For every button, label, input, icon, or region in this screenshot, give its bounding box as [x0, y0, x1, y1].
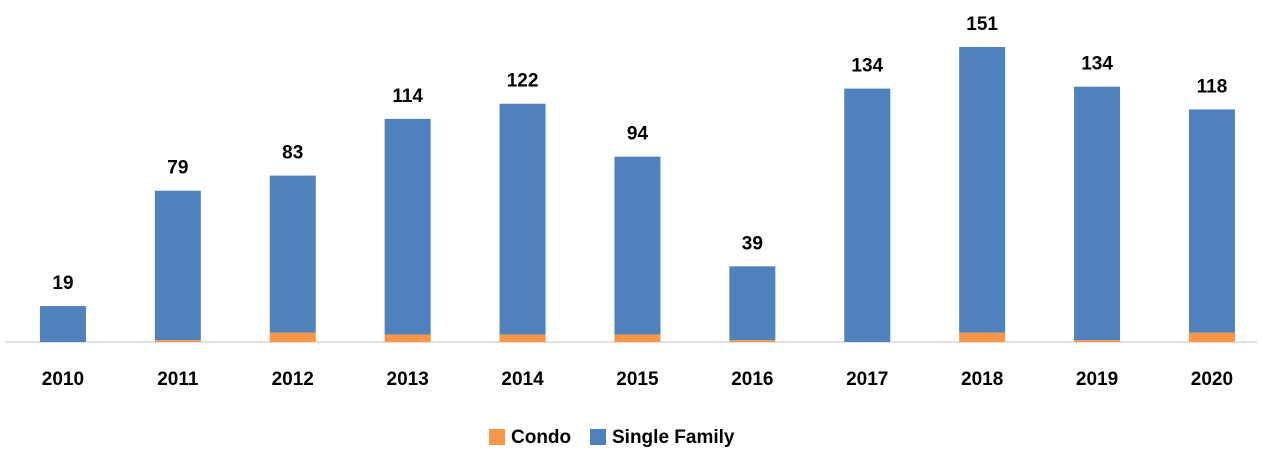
data-label: 94 — [627, 124, 649, 145]
data-label: 134 — [851, 56, 883, 77]
x-tick-label: 2020 — [1191, 369, 1233, 390]
data-label: 79 — [167, 158, 188, 179]
x-tick-label: 2017 — [846, 369, 888, 390]
x-tick-label: 2012 — [272, 369, 314, 390]
bar-segment — [1074, 86, 1121, 341]
legend-swatch — [489, 429, 505, 445]
data-label: 19 — [52, 273, 73, 294]
legend-label: Condo — [511, 427, 571, 448]
bar-segment — [1188, 109, 1235, 333]
x-tick-label: 2016 — [731, 369, 773, 390]
bar-segment — [384, 334, 431, 342]
bar-segment — [614, 334, 661, 342]
bar-segment — [729, 266, 776, 341]
bar-segment — [844, 88, 891, 342]
data-label: 122 — [507, 71, 539, 92]
bar-segment — [1188, 332, 1235, 342]
bar-segment — [269, 175, 316, 333]
bar-segment — [384, 118, 431, 335]
bar-segment — [39, 306, 86, 342]
x-tick-label: 2015 — [616, 369, 659, 390]
x-tick-label: 2011 — [157, 369, 199, 390]
data-label: 134 — [1081, 54, 1113, 75]
x-tick-label: 2019 — [1076, 369, 1118, 390]
bar-segment — [269, 332, 316, 342]
x-tick-label: 2018 — [961, 369, 1003, 390]
bar-segment — [154, 340, 201, 342]
legend-swatch — [590, 429, 606, 445]
x-tick-label: 2014 — [501, 369, 544, 390]
bar-segment — [1074, 340, 1121, 342]
data-label: 83 — [282, 143, 303, 164]
data-label: 39 — [742, 233, 763, 254]
bar-segment — [614, 156, 661, 335]
x-tick-label: 2013 — [387, 369, 429, 390]
legend-label: Single Family — [612, 427, 735, 448]
data-label: 114 — [392, 86, 423, 107]
bar-segment — [959, 47, 1006, 333]
bar-segment — [154, 190, 201, 341]
bar-segment — [729, 340, 776, 342]
x-tick-label: 2010 — [42, 369, 84, 390]
bar-segment — [499, 103, 546, 335]
data-label: 151 — [966, 14, 998, 35]
bar-segment — [959, 332, 1006, 342]
bar-segment — [499, 334, 546, 342]
data-label: 118 — [1197, 76, 1228, 97]
